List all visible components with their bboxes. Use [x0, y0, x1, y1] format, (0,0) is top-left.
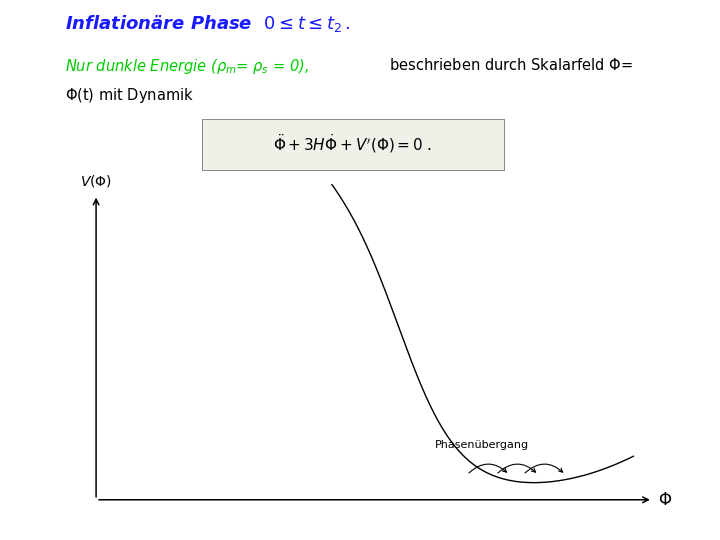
Text: beschrieben durch Skalarfeld $\Phi$=: beschrieben durch Skalarfeld $\Phi$=: [385, 57, 633, 73]
Text: $\ddot{\Phi} + 3H\dot{\Phi} + V'(\Phi) = 0\;.$: $\ddot{\Phi} + 3H\dot{\Phi} + V'(\Phi) =…: [274, 132, 432, 155]
Text: $\Phi$(t) mit Dynamik: $\Phi$(t) mit Dynamik: [65, 86, 194, 105]
Text: Nur dunkle Energie ($\rho_m$= $\rho_s$ = 0),: Nur dunkle Energie ($\rho_m$= $\rho_s$ =…: [65, 57, 309, 76]
Text: $V(\Phi)$: $V(\Phi)$: [80, 173, 112, 189]
Text: $\Phi$: $\Phi$: [657, 491, 672, 509]
Text: Phasenübergang: Phasenübergang: [435, 440, 529, 450]
Text: Inflationäre Phase  $0 \leq t \leq t_2\,.$: Inflationäre Phase $0 \leq t \leq t_2\,.…: [65, 14, 351, 35]
